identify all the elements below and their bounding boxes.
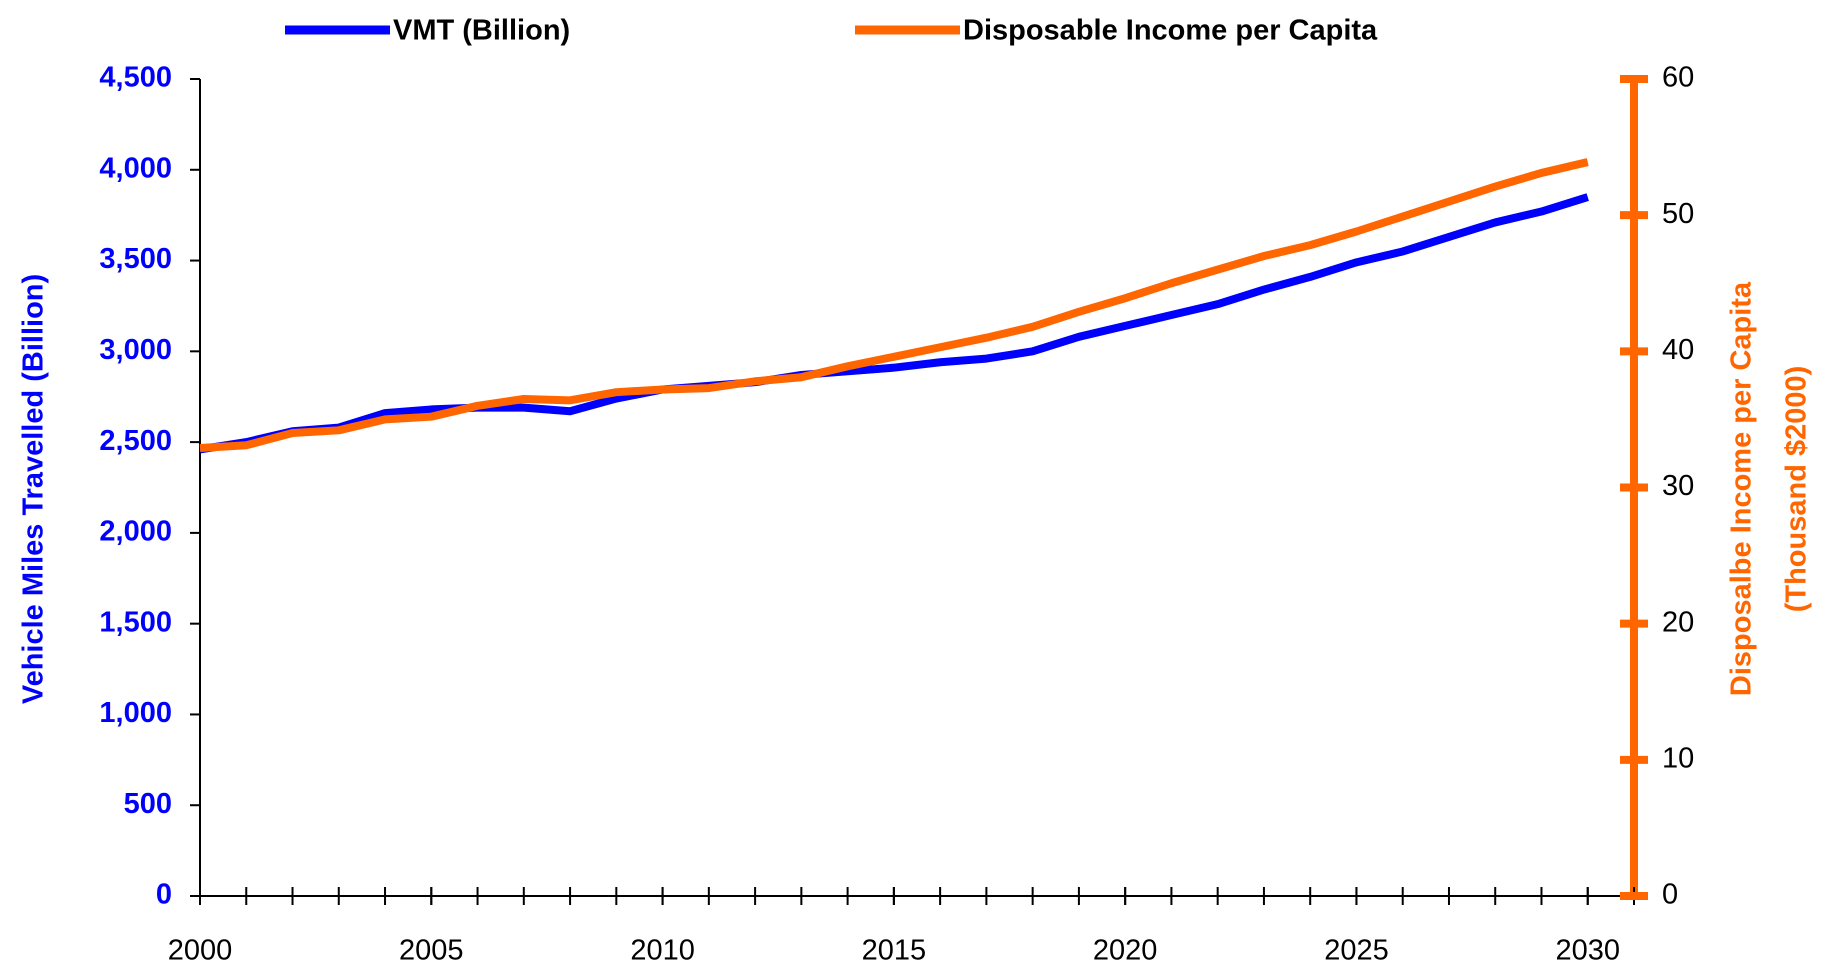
y2-axis-title: (Thousand $2000) [1781,366,1813,613]
x-tick-label: 2020 [1093,935,1158,967]
x-tick-label: 2000 [168,935,233,967]
x-tick-label: 2030 [1555,935,1620,967]
x-tick-label: 2025 [1324,935,1389,967]
y2-tick-label: 50 [1662,198,1694,230]
y2-axis-title: Disposalbe Income per Capita [1726,281,1758,696]
y2-tick-label: 20 [1662,606,1694,638]
y-tick-label: 3,500 [99,243,172,275]
x-tick-label: 2010 [630,935,695,967]
y-tick-label: 1,500 [99,606,172,638]
y2-tick-label: 40 [1662,334,1694,366]
x-tick-label: 2005 [399,935,464,967]
y-axis-title: Vehicle Miles Travelled (Billion) [18,274,50,704]
data-line [199,193,1589,454]
y-tick-label: 0 [156,879,172,911]
y2-tick-label: 0 [1662,879,1678,911]
data-line [199,158,1589,453]
y2-tick-label: 30 [1662,470,1694,502]
y-tick-label: 500 [124,788,172,820]
y2-tick-label: 10 [1662,742,1694,774]
legend-label: VMT (Billion) [393,15,570,47]
y-tick-label: 4,500 [99,62,172,94]
y-tick-label: 3,000 [99,334,172,366]
x-tick-label: 2015 [862,935,927,967]
y-tick-label: 2,000 [99,516,172,548]
y-tick-label: 1,000 [99,697,172,729]
legend-label: Disposable Income per Capita [963,15,1378,47]
y2-tick-label: 60 [1662,62,1694,94]
y-tick-label: 2,500 [99,425,172,457]
y-tick-label: 4,000 [99,152,172,184]
